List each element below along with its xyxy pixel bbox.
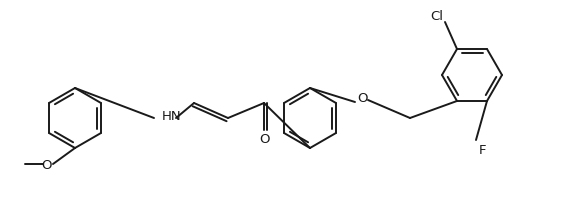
- Text: F: F: [478, 143, 486, 157]
- Text: O: O: [41, 158, 51, 172]
- Text: O: O: [358, 92, 368, 104]
- Text: O: O: [260, 133, 270, 145]
- Text: HN: HN: [162, 109, 182, 123]
- Text: Cl: Cl: [430, 10, 443, 22]
